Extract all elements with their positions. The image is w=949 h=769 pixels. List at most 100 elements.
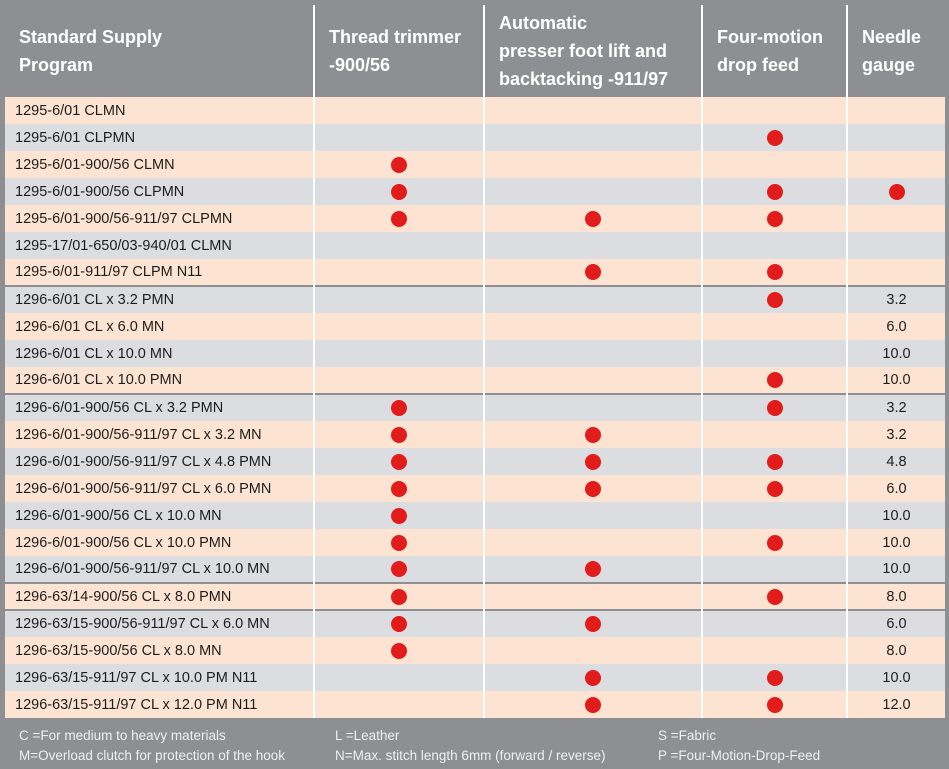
thread-trimmer-cell: [314, 502, 485, 529]
program-cell: 1295-6/01-900/56 CLPMN: [5, 178, 315, 205]
thread-trimmer-cell: [314, 232, 485, 259]
thread-trimmer-cell: [314, 691, 485, 718]
thread-trimmer-dot-icon: [391, 400, 407, 417]
presser-foot-lift-cell: [484, 232, 703, 259]
legend-p: P =Four-Motion-Drop-Feed: [658, 748, 821, 763]
needle-gauge-cell: 3.2: [847, 421, 945, 448]
needle-gauge-cell: 10.0: [847, 367, 945, 394]
drop-feed-cell: [702, 124, 848, 151]
thread-trimmer-cell: [314, 393, 485, 421]
header-row: Standard Supply Program Thread trimmer -…: [5, 5, 945, 97]
thread-trimmer-dot-icon: [391, 210, 407, 227]
needle-gauge-cell: 8.0: [847, 582, 945, 610]
presser-foot-lift-cell: [484, 609, 703, 637]
needle-gauge-cell: 6.0: [847, 313, 945, 340]
drop-feed-cell: [702, 609, 848, 637]
presser-foot-lift-cell: [484, 178, 703, 205]
drop-feed-dot-icon: [766, 183, 783, 200]
drop-feed-cell: [702, 421, 848, 448]
table-row: 1296-6/01-900/56-911/97 CL x 3.2 MN 3.2: [5, 421, 945, 448]
presser-foot-lift-cell: [484, 340, 703, 367]
needle-gauge-cell: 8.0: [847, 637, 945, 664]
drop-feed-dot-icon: [766, 453, 783, 470]
drop-feed-dot-icon: [766, 210, 783, 227]
thread-trimmer-dot-icon: [391, 480, 407, 497]
program-cell: 1296-6/01-900/56-911/97 CL x 4.8 PMN: [5, 448, 315, 475]
table-row: 1295-6/01-900/56-911/97 CLPMN: [5, 205, 945, 232]
program-cell: 1295-6/01-900/56 CLMN: [5, 151, 315, 178]
table-header: Standard Supply Program Thread trimmer -…: [5, 5, 945, 97]
presser-foot-lift-dot-icon: [585, 264, 601, 281]
presser-foot-lift-cell: [484, 313, 703, 340]
header-thread-trimmer: Thread trimmer -900/56: [314, 5, 485, 97]
table-body: 1295-6/01 CLMN 1295-6/01 CLPMN 1295-6/01-9…: [5, 97, 945, 718]
thread-trimmer-dot-icon: [391, 156, 407, 173]
drop-feed-dot-icon: [766, 129, 783, 146]
drop-feed-cell: [702, 393, 848, 421]
presser-foot-lift-dot-icon: [585, 210, 601, 227]
program-cell: 1296-63/14-900/56 CL x 8.0 PMN: [5, 582, 315, 610]
table-row: 1295-6/01 CLPMN: [5, 124, 945, 151]
table-row: 1296-6/01-900/56 CL x 10.0 PMN 10.0: [5, 529, 945, 556]
program-cell: 1295-6/01 CLMN: [5, 97, 315, 124]
table-row: 1296-6/01 CL x 3.2 PMN 3.2: [5, 285, 945, 313]
drop-feed-cell: [702, 582, 848, 610]
needle-gauge-cell: [847, 259, 945, 286]
needle-gauge-cell: [847, 124, 945, 151]
drop-feed-cell: [702, 502, 848, 529]
drop-feed-cell: [702, 637, 848, 664]
presser-foot-lift-cell: [484, 97, 703, 124]
drop-feed-cell: [702, 178, 848, 205]
thread-trimmer-cell: [314, 151, 485, 178]
header-needle-gauge: Needle gauge: [847, 5, 945, 97]
drop-feed-cell: [702, 475, 848, 502]
presser-foot-lift-cell: [484, 393, 703, 421]
thread-trimmer-dot-icon: [391, 507, 407, 524]
drop-feed-dot-icon: [766, 480, 783, 497]
thread-trimmer-dot-icon: [391, 561, 407, 578]
drop-feed-cell: [702, 151, 848, 178]
needle-gauge-cell: 4.8: [847, 448, 945, 475]
table-row: 1295-6/01-900/56 CLMN: [5, 151, 945, 178]
presser-foot-lift-cell: [484, 367, 703, 394]
program-cell: 1296-6/01 CL x 6.0 MN: [5, 313, 315, 340]
header-four-motion-drop-feed: Four-motion drop feed: [702, 5, 848, 97]
program-cell: 1295-6/01-900/56-911/97 CLPMN: [5, 205, 315, 232]
table-row: 1295-6/01 CLMN: [5, 97, 945, 124]
program-cell: 1295-6/01-911/97 CLPM N11: [5, 259, 315, 286]
drop-feed-cell: [702, 340, 848, 367]
thread-trimmer-cell: [314, 664, 485, 691]
supply-program-table: Standard Supply Program Thread trimmer -…: [5, 5, 945, 718]
program-cell: 1296-63/15-911/97 CL x 10.0 PM N11: [5, 664, 315, 691]
drop-feed-cell: [702, 448, 848, 475]
program-cell: 1296-6/01-900/56 CL x 10.0 MN: [5, 502, 315, 529]
needle-gauge-cell: [847, 205, 945, 232]
table-row: 1296-63/15-900/56 CL x 8.0 MN 8.0: [5, 637, 945, 664]
program-cell: 1296-6/01 CL x 10.0 PMN: [5, 367, 315, 394]
needle-gauge-cell: 6.0: [847, 475, 945, 502]
thread-trimmer-dot-icon: [391, 426, 407, 443]
thread-trimmer-dot-icon: [391, 183, 407, 200]
drop-feed-cell: [702, 313, 848, 340]
drop-feed-dot-icon: [766, 588, 783, 605]
presser-foot-lift-dot-icon: [585, 616, 601, 633]
presser-foot-lift-cell: [484, 475, 703, 502]
needle-gauge-cell: 10.0: [847, 340, 945, 367]
presser-foot-lift-cell: [484, 502, 703, 529]
legend-m: M=Overload clutch for protection of the …: [19, 748, 286, 763]
thread-trimmer-cell: [314, 637, 485, 664]
needle-gauge-cell: [847, 151, 945, 178]
presser-foot-lift-cell: [484, 259, 703, 286]
drop-feed-dot-icon: [766, 400, 783, 417]
drop-feed-cell: [702, 97, 848, 124]
presser-foot-lift-cell: [484, 448, 703, 475]
thread-trimmer-dot-icon: [391, 453, 407, 470]
thread-trimmer-cell: [314, 582, 485, 610]
presser-foot-lift-cell: [484, 421, 703, 448]
table-row: 1295-17/01-650/03-940/01 CLMN: [5, 232, 945, 259]
legend: C =For medium to heavy materials M=Overl…: [0, 727, 949, 769]
drop-feed-cell: [702, 691, 848, 718]
drop-feed-dot-icon: [766, 372, 783, 389]
thread-trimmer-cell: [314, 285, 485, 313]
presser-foot-lift-dot-icon: [585, 480, 601, 497]
